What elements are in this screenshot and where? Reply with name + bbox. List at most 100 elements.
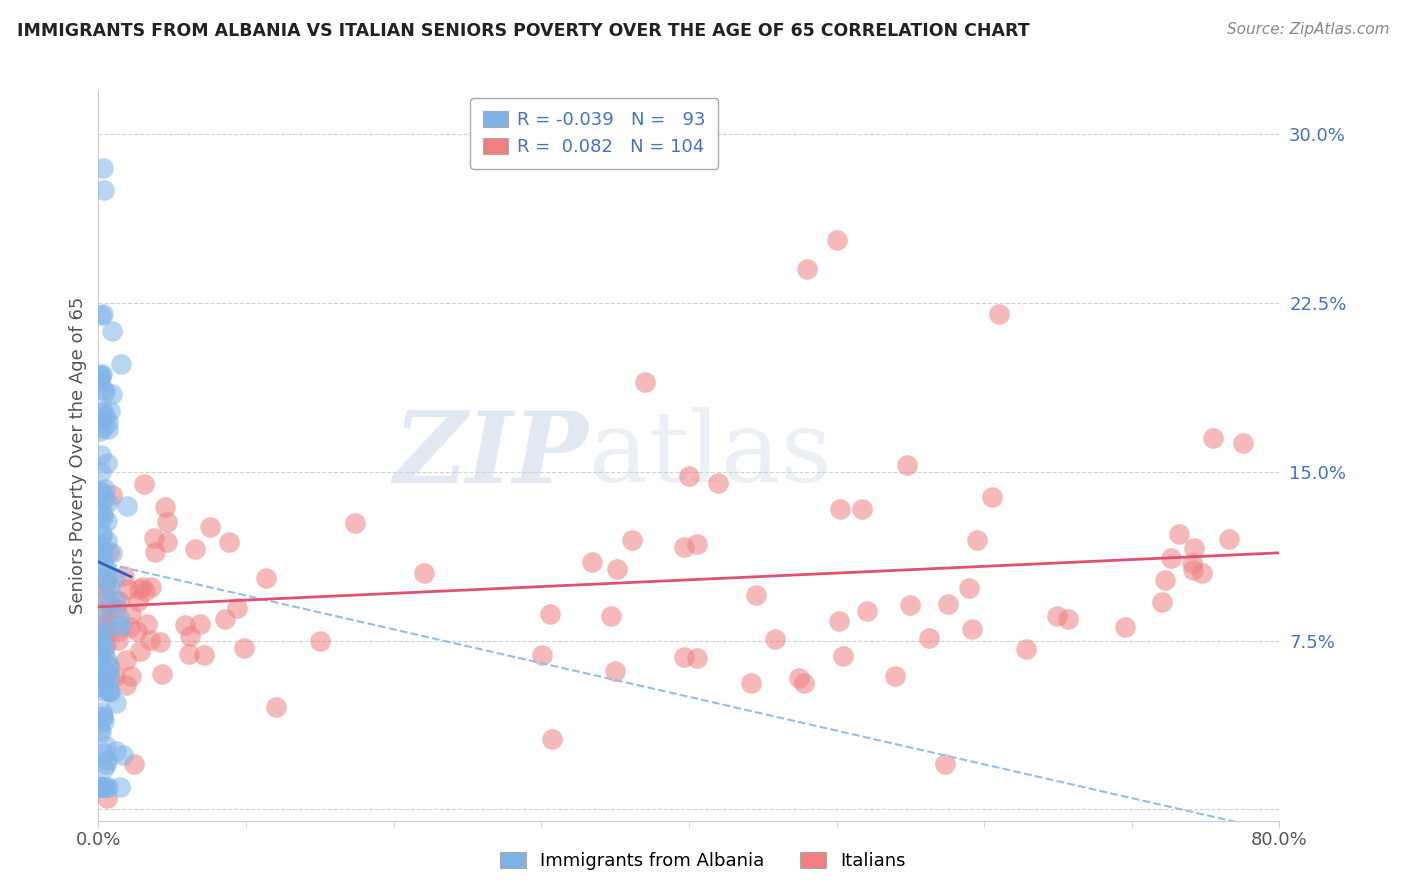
Point: [898, 598, 921, 612]
Point: [93, 184, 115, 198]
Point: [107, 624, 129, 639]
Point: [94, 757, 117, 772]
Point: [97, 545, 120, 559]
Point: [94, 606, 117, 620]
Point: [1150, 594, 1173, 608]
Y-axis label: Seniors Poverty Over the Age of 65: Seniors Poverty Over the Age of 65: [69, 296, 87, 614]
Point: [1191, 566, 1213, 581]
Point: [1182, 541, 1205, 555]
Point: [91, 708, 114, 723]
Point: [115, 499, 138, 513]
Point: [143, 545, 166, 559]
Point: [91, 404, 114, 418]
Point: [94, 482, 117, 496]
Point: [94, 669, 117, 683]
Point: [1046, 609, 1069, 624]
Point: [344, 516, 367, 531]
Point: [91, 509, 114, 524]
Point: [96, 562, 118, 576]
Point: [97, 780, 120, 794]
Point: [90, 525, 112, 540]
Point: [112, 568, 135, 582]
Point: [606, 562, 628, 576]
Point: [91, 413, 114, 427]
Point: [620, 533, 643, 548]
Text: Source: ZipAtlas.com: Source: ZipAtlas.com: [1226, 22, 1389, 37]
Point: [97, 416, 120, 430]
Point: [89, 374, 111, 388]
Point: [97, 659, 120, 673]
Point: [101, 387, 124, 401]
Point: [254, 571, 277, 585]
Point: [90, 705, 112, 719]
Point: [90, 405, 112, 419]
Point: [91, 544, 114, 558]
Point: [828, 502, 851, 516]
Point: [856, 604, 879, 618]
Point: [97, 658, 120, 673]
Point: [142, 531, 165, 545]
Point: [883, 669, 905, 683]
Point: [105, 744, 128, 758]
Point: [91, 626, 114, 640]
Point: [90, 448, 112, 462]
Point: [134, 584, 156, 599]
Point: [200, 519, 222, 533]
Point: [108, 609, 131, 624]
Point: [89, 537, 111, 551]
Point: [825, 233, 848, 247]
Point: [155, 500, 177, 514]
Point: [1160, 551, 1182, 566]
Point: [127, 593, 149, 607]
Point: [831, 648, 853, 663]
Point: [96, 753, 118, 767]
Point: [1057, 612, 1080, 626]
Point: [1154, 574, 1177, 588]
Point: [94, 780, 117, 794]
Point: [89, 505, 111, 519]
Point: [108, 594, 131, 608]
Point: [90, 529, 112, 543]
Point: [118, 620, 141, 634]
Point: [177, 647, 200, 661]
Point: [233, 641, 256, 656]
Point: [672, 540, 695, 554]
Point: [105, 697, 128, 711]
Point: [89, 484, 111, 499]
Point: [107, 633, 129, 648]
Point: [131, 580, 153, 594]
Point: [139, 632, 162, 647]
Point: [90, 724, 112, 739]
Point: [91, 506, 114, 520]
Point: [96, 514, 118, 528]
Point: [90, 308, 112, 322]
Point: [96, 570, 118, 584]
Point: [90, 465, 112, 479]
Point: [173, 617, 195, 632]
Point: [745, 588, 768, 602]
Point: [93, 638, 115, 652]
Point: [89, 487, 111, 501]
Point: [98, 581, 121, 595]
Point: [896, 458, 918, 472]
Point: [1015, 642, 1038, 657]
Point: [89, 368, 111, 382]
Point: [934, 757, 956, 772]
Point: [89, 650, 111, 665]
Point: [91, 684, 114, 698]
Point: [190, 617, 212, 632]
Point: [1218, 532, 1240, 546]
Point: [100, 404, 122, 418]
Legend: R = -0.039   N =   93, R =  0.082   N = 104: R = -0.039 N = 93, R = 0.082 N = 104: [471, 98, 718, 169]
Point: [98, 683, 121, 698]
Point: [135, 616, 157, 631]
Point: [91, 549, 114, 564]
Point: [957, 581, 980, 595]
Point: [94, 575, 117, 590]
Point: [308, 634, 330, 648]
Point: [90, 681, 112, 695]
Point: [114, 678, 136, 692]
Point: [1182, 563, 1205, 577]
Point: [960, 622, 983, 636]
Point: [89, 780, 111, 794]
